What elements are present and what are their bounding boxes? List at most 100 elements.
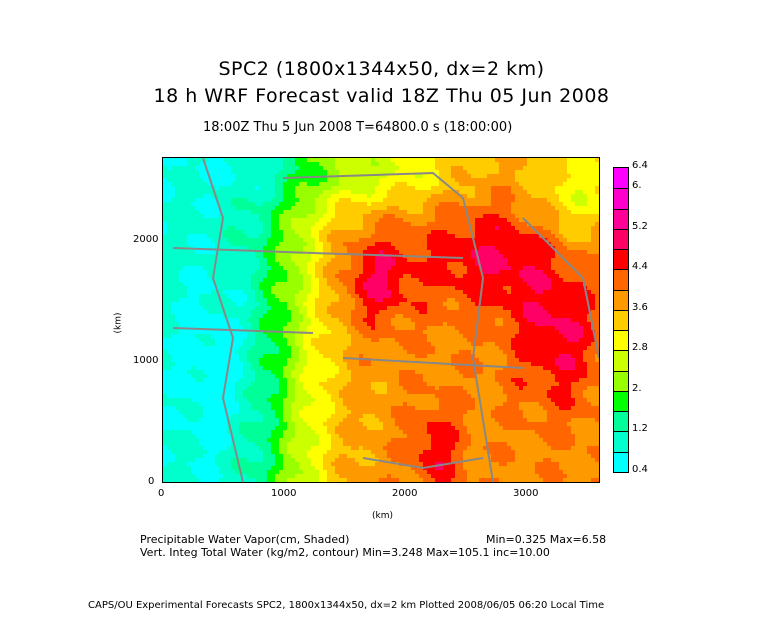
field-cell (475, 230, 479, 234)
field-cell (191, 274, 195, 278)
field-cell (443, 234, 447, 238)
field-cell (475, 246, 479, 250)
field-cell (271, 194, 275, 198)
field-cell (595, 250, 599, 254)
field-cell (487, 242, 491, 246)
field-cell (199, 194, 203, 198)
field-cell (479, 178, 483, 182)
field-cell (307, 210, 311, 214)
field-cell (223, 222, 227, 226)
field-cell (263, 190, 267, 194)
field-cell (375, 338, 379, 342)
field-cell (199, 210, 203, 214)
field-cell (351, 326, 355, 330)
field-cell (363, 282, 367, 286)
field-cell (555, 226, 559, 230)
field-cell (267, 174, 271, 178)
field-cell (303, 194, 307, 198)
field-cell (595, 166, 599, 170)
field-cell (243, 238, 247, 242)
field-cell (371, 330, 375, 334)
field-cell (507, 310, 511, 314)
field-cell (547, 246, 551, 250)
field-cell (407, 230, 411, 234)
field-cell (279, 262, 283, 266)
field-cell (579, 282, 583, 286)
field-cell (207, 274, 211, 278)
field-cell (383, 238, 387, 242)
field-cell (503, 166, 507, 170)
field-cell (423, 334, 427, 338)
field-cell (563, 270, 567, 274)
field-cell (363, 238, 367, 242)
field-cell (447, 202, 451, 206)
field-cell (303, 322, 307, 326)
field-cell (407, 170, 411, 174)
field-cell (179, 286, 183, 290)
field-cell (575, 230, 579, 234)
field-cell (403, 202, 407, 206)
field-cell (247, 222, 251, 226)
field-cell (435, 166, 439, 170)
field-cell (311, 186, 315, 190)
field-cell (299, 282, 303, 286)
field-cell (379, 302, 383, 306)
field-cell (203, 322, 207, 326)
field-cell (563, 318, 567, 322)
field-cell (483, 254, 487, 258)
field-cell (455, 210, 459, 214)
field-cell (251, 258, 255, 262)
field-cell (507, 338, 511, 342)
field-cell (275, 318, 279, 322)
field-cell (539, 162, 543, 166)
field-cell (187, 166, 191, 170)
field-cell (263, 202, 267, 206)
field-cell (235, 322, 239, 326)
field-cell (519, 310, 523, 314)
field-cell (339, 162, 343, 166)
field-cell (251, 162, 255, 166)
field-cell (583, 334, 587, 338)
field-cell (371, 294, 375, 298)
field-cell (187, 330, 191, 334)
field-cell (431, 234, 435, 238)
field-cell (283, 274, 287, 278)
field-cell (427, 214, 431, 218)
field-cell (583, 306, 587, 310)
field-cell (395, 326, 399, 330)
field-cell (511, 290, 515, 294)
field-cell (387, 230, 391, 234)
field-cell (251, 270, 255, 274)
field-cell (175, 162, 179, 166)
field-cell (291, 214, 295, 218)
field-cell (423, 218, 427, 222)
field-cell (343, 194, 347, 198)
field-cell (287, 338, 291, 342)
field-cell (323, 254, 327, 258)
field-cell (411, 282, 415, 286)
field-cell (491, 298, 495, 302)
field-cell (367, 206, 371, 210)
field-cell (471, 186, 475, 190)
field-cell (331, 166, 335, 170)
field-cell (559, 206, 563, 210)
field-cell (595, 222, 599, 226)
field-cell (175, 290, 179, 294)
field-cell (439, 202, 443, 206)
field-cell (371, 318, 375, 322)
field-cell (347, 226, 351, 230)
field-cell (291, 194, 295, 198)
field-cell (547, 282, 551, 286)
field-cell (255, 186, 259, 190)
field-cell (251, 166, 255, 170)
field-cell (275, 322, 279, 326)
field-cell (411, 338, 415, 342)
field-cell (479, 334, 483, 338)
field-cell (495, 242, 499, 246)
field-cell (555, 262, 559, 266)
field-cell (571, 242, 575, 246)
field-cell (519, 306, 523, 310)
field-cell (415, 162, 419, 166)
field-cell (503, 238, 507, 242)
field-cell (415, 310, 419, 314)
